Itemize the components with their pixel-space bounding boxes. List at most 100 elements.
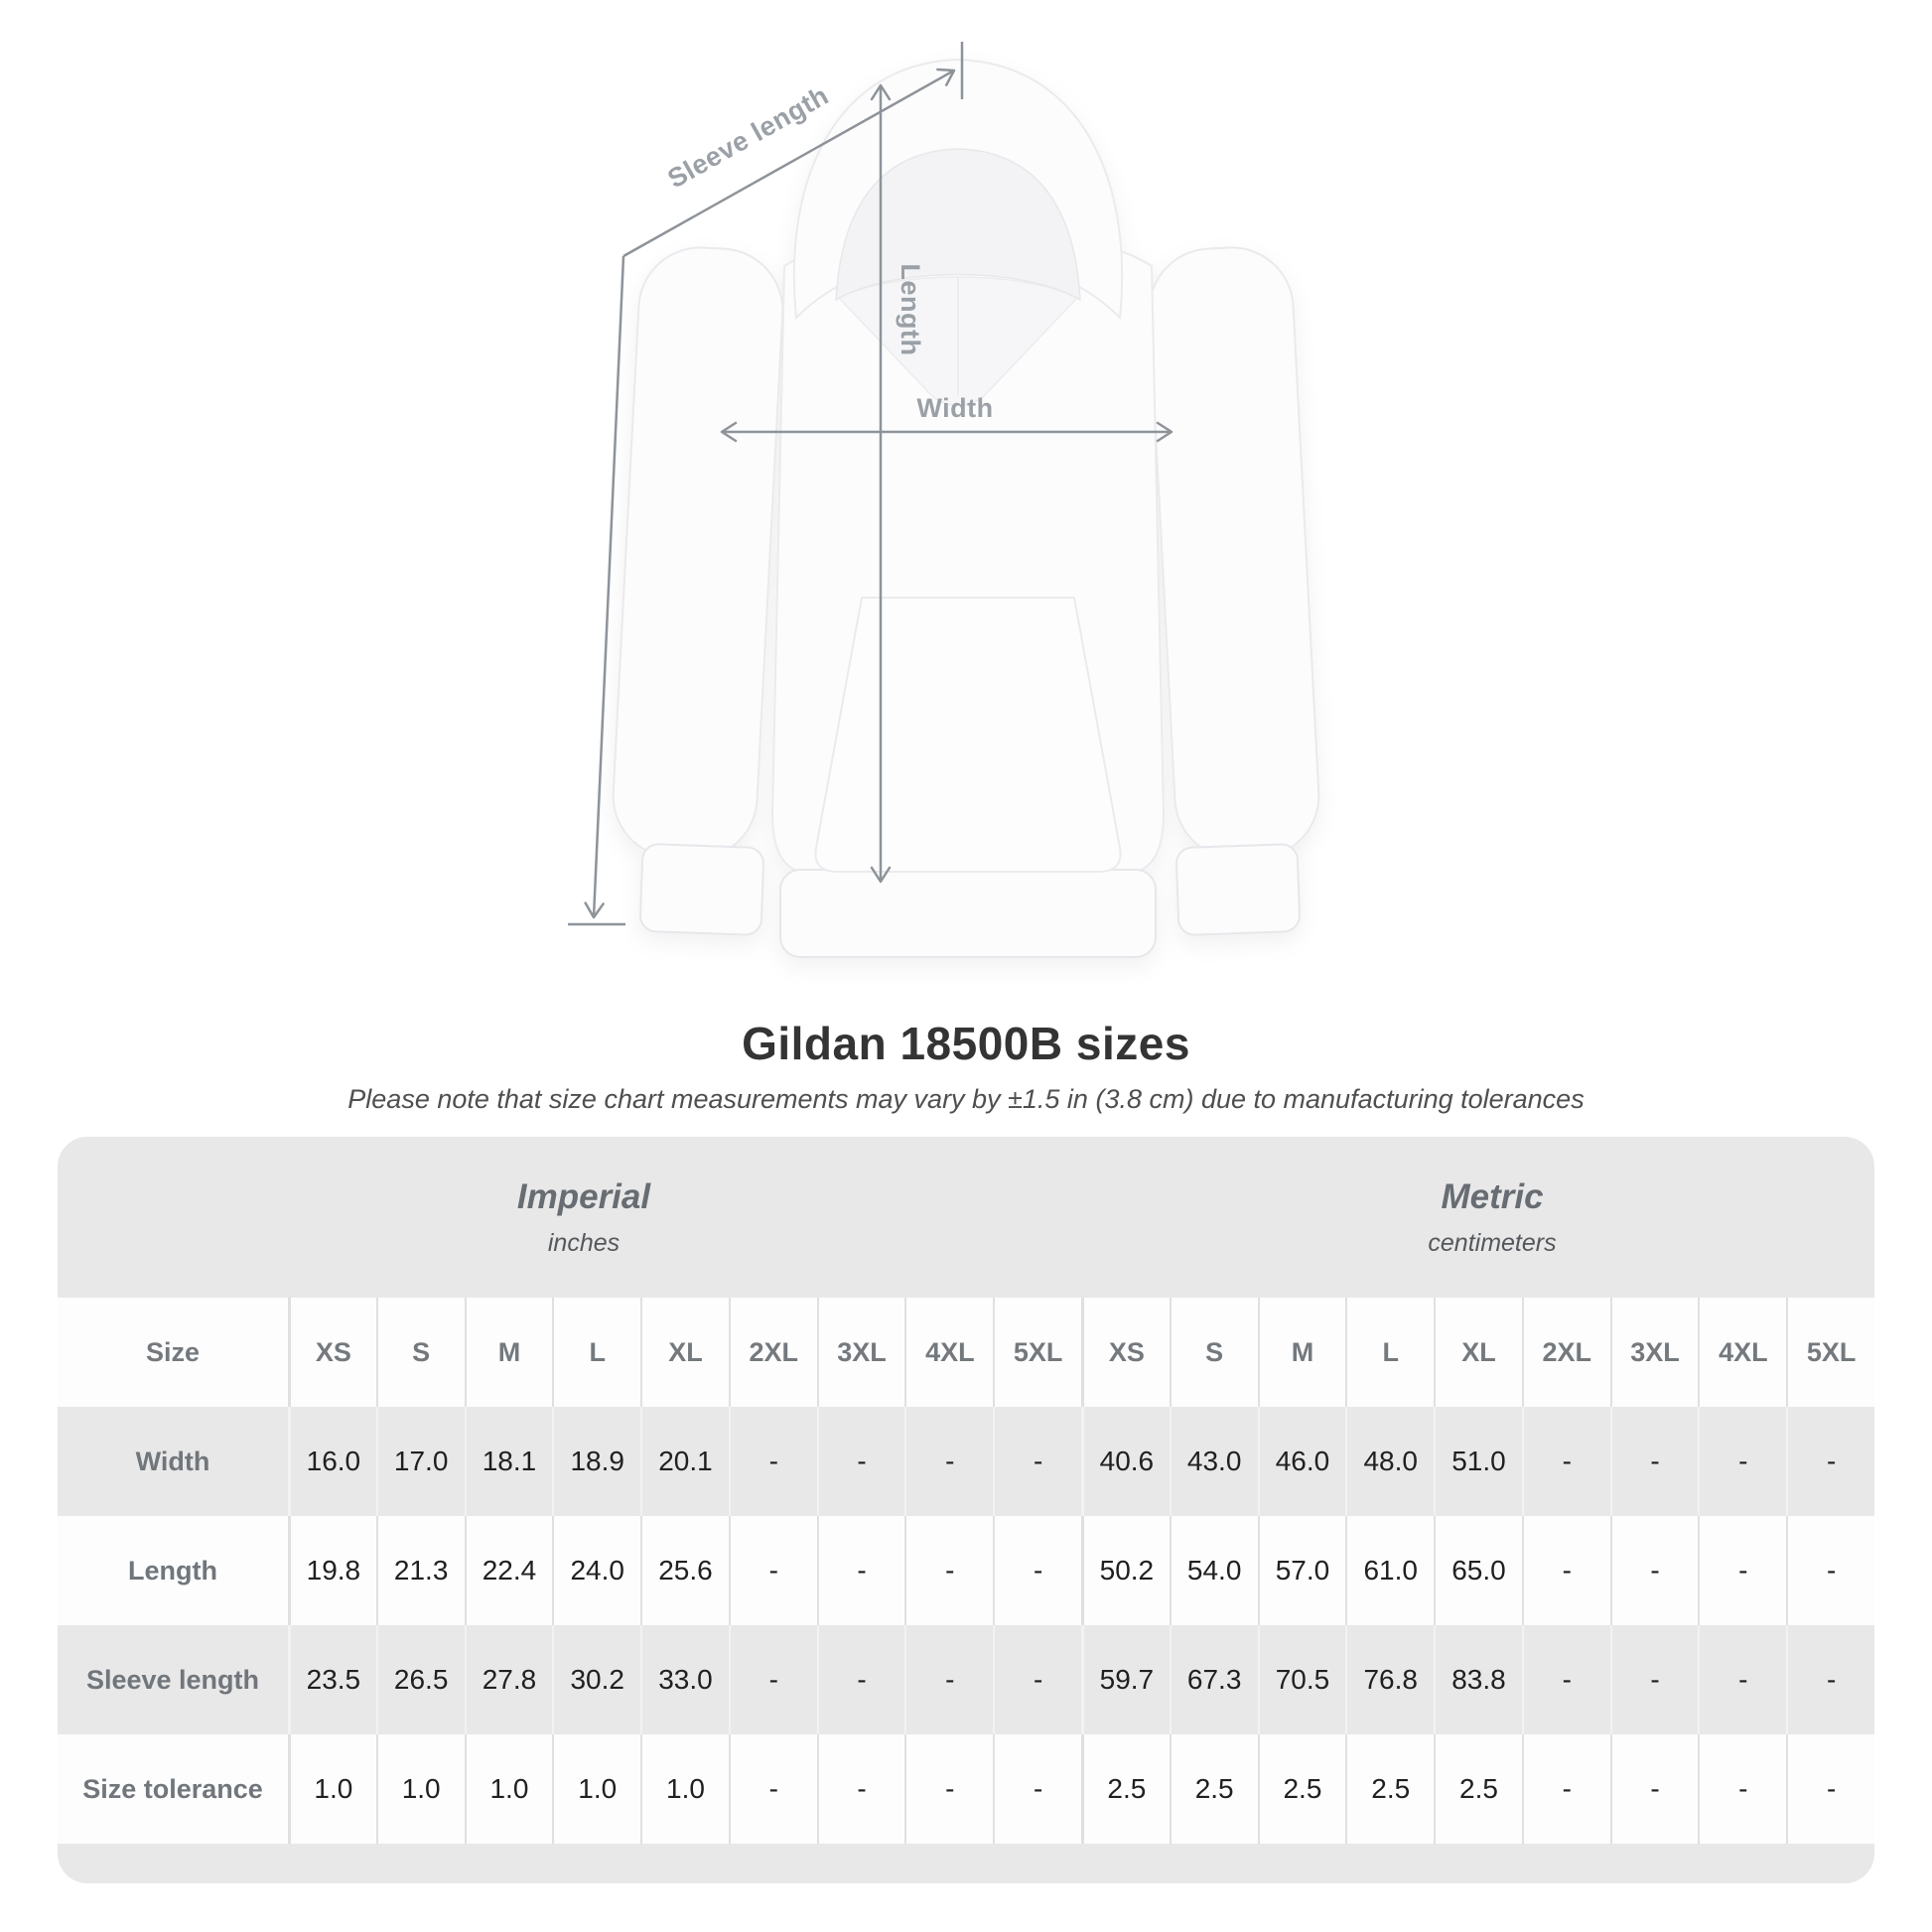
value-cell-imperial: 1.0 bbox=[552, 1734, 640, 1844]
hoodie-right-sleeve bbox=[1148, 246, 1320, 860]
value-cell-metric: 46.0 bbox=[1257, 1407, 1346, 1516]
value-cell-imperial: - bbox=[993, 1625, 1081, 1734]
value-cell-metric: 43.0 bbox=[1169, 1407, 1258, 1516]
value-cell-metric: 76.8 bbox=[1345, 1625, 1434, 1734]
size-header-imperial-2xl: 2XL bbox=[728, 1298, 817, 1407]
value-cell-metric: 2.5 bbox=[1169, 1734, 1258, 1844]
value-cell-imperial: - bbox=[993, 1734, 1081, 1844]
value-cell-imperial: 18.9 bbox=[552, 1407, 640, 1516]
value-cell-imperial: 1.0 bbox=[375, 1734, 465, 1844]
value-cell-metric: - bbox=[1609, 1734, 1699, 1844]
value-cell-imperial: - bbox=[816, 1516, 905, 1625]
size-header-imperial-4xl: 4XL bbox=[904, 1298, 993, 1407]
value-cell-imperial: 19.8 bbox=[288, 1516, 376, 1625]
value-cell-metric: 2.5 bbox=[1345, 1734, 1434, 1844]
size-table-card: Imperial inches Metric centimeters Size X… bbox=[58, 1137, 1874, 1883]
row-label: Sleeve length bbox=[85, 1664, 260, 1695]
value-cell-metric: - bbox=[1698, 1625, 1786, 1734]
value-cell-imperial: 1.0 bbox=[640, 1734, 729, 1844]
imperial-label: Imperial bbox=[516, 1176, 651, 1216]
value-cell-imperial: 33.0 bbox=[640, 1625, 729, 1734]
value-cell-imperial: 24.0 bbox=[552, 1516, 640, 1625]
value-cell-imperial: - bbox=[993, 1516, 1081, 1625]
value-cell-metric: 48.0 bbox=[1345, 1407, 1434, 1516]
value-cell-metric: - bbox=[1786, 1407, 1874, 1516]
value-cell-metric: 57.0 bbox=[1257, 1516, 1346, 1625]
size-header-metric-l: L bbox=[1345, 1298, 1434, 1407]
value-cell-metric: - bbox=[1786, 1516, 1874, 1625]
value-cell-imperial: - bbox=[904, 1625, 993, 1734]
value-cell-metric: 2.5 bbox=[1257, 1734, 1346, 1844]
table-row: Size tolerance 1.0 1.0 1.0 1.0 1.0- - - -2.5 2.5 2… bbox=[58, 1734, 1874, 1844]
value-cell-metric: - bbox=[1521, 1734, 1610, 1844]
value-cell-imperial: - bbox=[816, 1407, 905, 1516]
size-header-imperial-xs: XS bbox=[288, 1298, 376, 1407]
size-header-metric-m: M bbox=[1257, 1298, 1346, 1407]
value-cell-imperial: - bbox=[728, 1407, 817, 1516]
row-label: Length bbox=[128, 1555, 217, 1586]
metric-sublabel: centimeters bbox=[1428, 1228, 1557, 1257]
length-label: Length bbox=[896, 264, 925, 356]
page-subtitle: Please note that size chart measurements… bbox=[347, 1084, 1585, 1114]
size-header-metric-xl: XL bbox=[1434, 1298, 1522, 1407]
value-cell-imperial: - bbox=[816, 1625, 905, 1734]
value-cell-metric: 61.0 bbox=[1345, 1516, 1434, 1625]
imperial-unit-group: Imperial inches bbox=[58, 1177, 1110, 1258]
size-header-imperial-l: L bbox=[552, 1298, 640, 1407]
table-row: Width 16.0 17.0 18.1 18.9 20.1- - - -40.6 43.0 46.… bbox=[58, 1407, 1874, 1516]
value-cell-imperial: 30.2 bbox=[552, 1625, 640, 1734]
value-cell-metric: - bbox=[1698, 1734, 1786, 1844]
size-header-metric-2xl: 2XL bbox=[1521, 1298, 1610, 1407]
value-cell-imperial: - bbox=[904, 1734, 993, 1844]
value-cell-imperial: 18.1 bbox=[464, 1407, 553, 1516]
size-header-imperial-s: S bbox=[375, 1298, 465, 1407]
value-cell-imperial: - bbox=[904, 1407, 993, 1516]
value-cell-metric: - bbox=[1698, 1407, 1786, 1516]
value-cell-imperial: 17.0 bbox=[375, 1407, 465, 1516]
unit-header: Imperial inches Metric centimeters bbox=[58, 1137, 1874, 1298]
size-header-metric-s: S bbox=[1169, 1298, 1258, 1407]
value-cell-imperial: - bbox=[728, 1516, 817, 1625]
page-title: Gildan 18500B sizes bbox=[742, 1018, 1190, 1069]
imperial-sublabel: inches bbox=[547, 1228, 621, 1257]
value-cell-metric: 54.0 bbox=[1169, 1516, 1258, 1625]
value-cell-imperial: - bbox=[904, 1516, 993, 1625]
size-header-imperial-m: M bbox=[464, 1298, 553, 1407]
value-cell-metric: - bbox=[1609, 1516, 1699, 1625]
value-cell-imperial: - bbox=[728, 1625, 817, 1734]
value-cell-metric: - bbox=[1786, 1625, 1874, 1734]
sleeve-length-line-upper bbox=[622, 68, 956, 258]
value-cell-imperial: 20.1 bbox=[640, 1407, 729, 1516]
sleeve-length-line-lower bbox=[584, 255, 625, 919]
size-column-header: Size bbox=[145, 1336, 201, 1367]
value-cell-metric: 2.5 bbox=[1434, 1734, 1522, 1844]
size-header-imperial-xl: XL bbox=[640, 1298, 729, 1407]
value-cell-imperial: - bbox=[993, 1407, 1081, 1516]
value-cell-metric: - bbox=[1609, 1625, 1699, 1734]
value-cell-imperial: 25.6 bbox=[640, 1516, 729, 1625]
size-header-imperial-3xl: 3XL bbox=[816, 1298, 905, 1407]
value-cell-imperial: 1.0 bbox=[464, 1734, 553, 1844]
value-cell-metric: - bbox=[1521, 1625, 1610, 1734]
hoodie-hem-band bbox=[779, 869, 1157, 958]
hoodie-pocket bbox=[814, 597, 1122, 873]
row-label: Width bbox=[135, 1446, 210, 1476]
size-table: Size XS S M L XL 2XL 3XL 4XL 5XL XS S M L XL 2XL 3XL 4XL 5… bbox=[58, 1298, 1874, 1844]
value-cell-metric: 83.8 bbox=[1434, 1625, 1522, 1734]
value-cell-metric: 40.6 bbox=[1081, 1407, 1170, 1516]
value-cell-imperial: 23.5 bbox=[288, 1625, 376, 1734]
size-header-imperial-5xl: 5XL bbox=[993, 1298, 1081, 1407]
size-header-metric-4xl: 4XL bbox=[1698, 1298, 1786, 1407]
value-cell-imperial: - bbox=[816, 1734, 905, 1844]
product-measurement-figure: Sleeve length Length Width bbox=[568, 42, 1320, 958]
metric-unit-group: Metric centimeters bbox=[1110, 1177, 1874, 1258]
table-row: Sleeve length 23.5 26.5 27.8 30.2 33.0- - - -59.… bbox=[58, 1625, 1874, 1734]
size-header-metric-5xl: 5XL bbox=[1786, 1298, 1874, 1407]
value-cell-metric: - bbox=[1609, 1407, 1699, 1516]
size-header-metric-xs: XS bbox=[1081, 1298, 1170, 1407]
value-cell-metric: - bbox=[1521, 1516, 1610, 1625]
hoodie-illustration bbox=[612, 58, 1320, 958]
hoodie-right-cuff bbox=[1175, 843, 1301, 936]
size-header-row: Size XS S M L XL 2XL 3XL 4XL 5XL XS S M L XL 2XL 3XL 4XL 5… bbox=[58, 1298, 1874, 1407]
value-cell-metric: 65.0 bbox=[1434, 1516, 1522, 1625]
